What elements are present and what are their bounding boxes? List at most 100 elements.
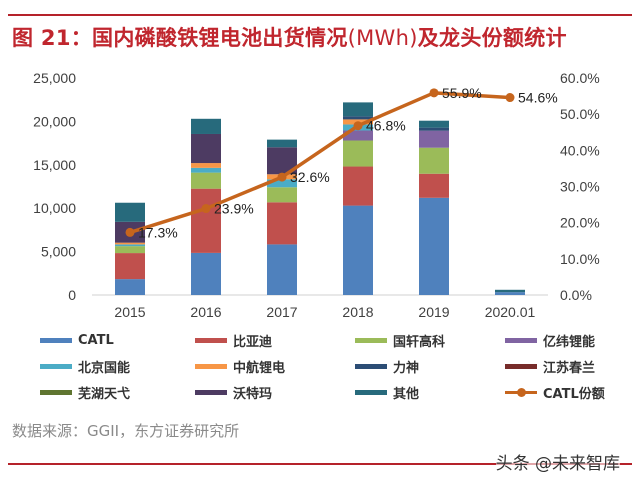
y-left-tick-label: 10,000 <box>33 200 76 216</box>
share-data-label: 17.3% <box>138 224 178 240</box>
legend-item: CATL <box>40 330 114 350</box>
title-main: 图 21：国内磷酸铁锂电池出货情况 <box>12 26 348 50</box>
legend-label: CATL份额 <box>543 386 605 402</box>
legend-label: 亿纬锂能 <box>543 334 596 350</box>
bar-segment <box>267 139 297 148</box>
share-data-label: 23.9% <box>214 201 254 217</box>
legend-item: 国轩高科 <box>355 330 445 350</box>
share-point <box>201 204 211 214</box>
bar-segment <box>115 242 145 245</box>
bar-segment <box>419 173 449 198</box>
legend-label: 国轩高科 <box>393 334 446 350</box>
bottom-rule <box>8 463 632 465</box>
y-axis-left: 0 5,000 10,000 15,000 20,000 25,000 <box>33 70 76 303</box>
bar-segment <box>419 197 449 295</box>
legend-label: 其他 <box>393 386 420 402</box>
chart-title: 图 21：国内磷酸铁锂电池出货情况(MWh)及龙头份额统计 <box>12 22 567 52</box>
bar-segment <box>191 118 221 134</box>
legend-swatch <box>195 337 227 343</box>
y-right-tick-label: 50.0% <box>560 106 600 122</box>
bar-segment <box>343 140 373 167</box>
legend-swatch <box>195 363 227 369</box>
legend-label: 比亚迪 <box>233 334 273 350</box>
share-data-label: 55.9% <box>442 85 482 101</box>
top-rule <box>8 14 632 16</box>
bar-stack-2016 <box>191 118 221 295</box>
bar-segment <box>343 102 373 117</box>
x-tick-label: 2015 <box>114 304 145 320</box>
bar-segment <box>267 202 297 245</box>
legend-line-marker <box>505 387 537 397</box>
legend-item: 芜湖天弋 <box>40 382 130 402</box>
legend-label: 江苏春兰 <box>543 360 596 376</box>
bar-segment <box>191 133 221 164</box>
legend-swatch <box>40 389 72 395</box>
bar-stack-2020.01 <box>495 289 525 295</box>
y-left-tick-label: 5,000 <box>41 244 76 260</box>
bar-segment <box>115 253 145 280</box>
y-axis-right: 0.0% 10.0% 20.0% 30.0% 40.0% 50.0% 60.0% <box>560 70 600 303</box>
x-tick-label: 2017 <box>266 304 297 320</box>
share-data-label: 46.8% <box>366 118 406 134</box>
legend-label: 北京国能 <box>78 360 131 376</box>
y-right-tick-label: 10.0% <box>560 251 600 267</box>
bar-segment <box>267 179 297 188</box>
legend-item: 江苏春兰 <box>505 356 595 376</box>
legend-swatch <box>355 389 387 395</box>
x-tick-label: 2016 <box>190 304 221 320</box>
legend: CATL 比亚迪 国轩高科 亿纬锂能北京国能 中航锂电 力神 江苏春兰芜湖天弋 沃特玛 其他 CA… <box>0 330 640 410</box>
title-unit: (MWh) <box>347 26 418 50</box>
bar-segment <box>115 279 145 295</box>
bar-segment <box>115 246 145 254</box>
y-left-tick-label: 15,000 <box>33 157 76 173</box>
legend-swatch <box>195 389 227 395</box>
legend-item: 中航锂电 <box>195 356 285 376</box>
share-point <box>277 172 287 182</box>
legend-item: 力神 <box>355 356 419 376</box>
bar-segment <box>267 187 297 203</box>
legend-item: 亿纬锂能 <box>505 330 595 350</box>
chart: 0 5,000 10,000 15,000 20,000 25,000 0.0% 10.0%… <box>33 70 600 320</box>
legend-label: 芜湖天弋 <box>78 386 131 402</box>
y-right-tick-label: 20.0% <box>560 215 600 231</box>
legend-label: 沃特玛 <box>233 386 273 402</box>
share-point <box>353 121 363 131</box>
legend-item: CATL份额 <box>505 382 605 402</box>
x-tick-label: 2019 <box>418 304 449 320</box>
share-point <box>125 227 135 237</box>
legend-swatch <box>40 363 72 369</box>
bars <box>115 102 525 295</box>
legend-swatch <box>505 363 537 369</box>
bar-segment <box>495 292 525 295</box>
x-tick-label: 2018 <box>342 304 373 320</box>
bar-segment <box>191 172 221 189</box>
x-axis-ticks: 2015 2016 2017 2018 2019 2020.01 <box>114 304 535 320</box>
bar-segment <box>419 120 449 128</box>
catl-share-line: 17.3% 23.9% 32.6% 46.8% 55.9% 54.6% <box>125 85 558 240</box>
bar-segment <box>419 130 449 148</box>
bar-segment <box>191 252 221 295</box>
x-tick-label: 2020.01 <box>485 304 536 320</box>
legend-item: 比亚迪 <box>195 330 272 350</box>
bar-segment <box>419 147 449 174</box>
bar-stack-2019 <box>419 120 449 295</box>
bar-segment <box>115 202 145 222</box>
bar-segment <box>343 130 373 141</box>
legend-swatch <box>505 337 537 343</box>
legend-item: 其他 <box>355 382 419 402</box>
share-line-path <box>129 91 511 235</box>
legend-label: 力神 <box>393 360 420 376</box>
watermark: 头条 @未来智库 <box>495 449 620 474</box>
bar-stack-2015 <box>115 202 145 295</box>
bar-segment <box>419 127 449 131</box>
bar-segment <box>495 289 525 293</box>
bar-segment <box>191 188 221 253</box>
share-data-label: 32.6% <box>290 169 330 185</box>
y-right-tick-label: 40.0% <box>560 142 600 158</box>
share-point <box>429 88 439 98</box>
legend-label: CATL <box>78 332 114 348</box>
y-right-tick-label: 30.0% <box>560 179 600 195</box>
legend-swatch <box>40 337 72 343</box>
y-right-tick-label: 60.0% <box>560 70 600 86</box>
source-note: 数据来源：GGII，东方证券研究所 <box>12 422 240 440</box>
